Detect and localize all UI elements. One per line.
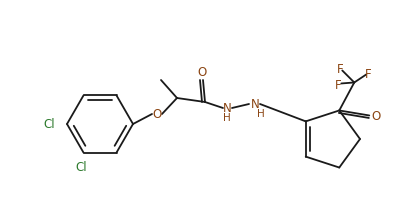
Text: H: H: [257, 108, 265, 118]
Text: F: F: [337, 63, 344, 76]
Text: F: F: [335, 79, 342, 92]
Text: N: N: [223, 102, 232, 115]
Text: Cl: Cl: [43, 118, 55, 131]
Text: O: O: [153, 108, 162, 121]
Text: H: H: [223, 113, 231, 122]
Text: N: N: [251, 98, 260, 111]
Text: O: O: [197, 66, 206, 79]
Text: Cl: Cl: [76, 160, 87, 173]
Text: O: O: [372, 109, 381, 122]
Text: F: F: [365, 68, 372, 81]
